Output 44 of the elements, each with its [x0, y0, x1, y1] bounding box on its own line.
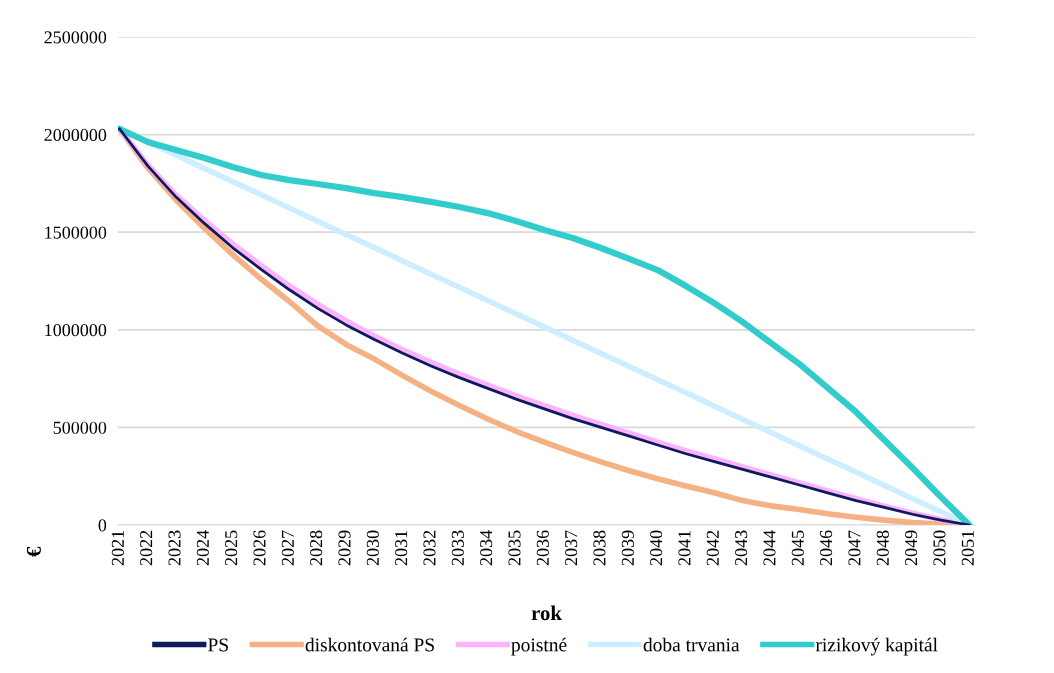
- x-tick-label: 2035: [508, 530, 521, 566]
- x-tick-label: 2025: [225, 530, 238, 566]
- x-tick-label: 2032: [423, 530, 436, 566]
- legend-label: diskontovaná PS: [305, 637, 434, 652]
- x-tick-label: 2042: [706, 530, 719, 566]
- x-tick-label: 2047: [848, 530, 861, 566]
- x-tick-label: 2040: [650, 530, 663, 566]
- x-tick-label: 2028: [310, 530, 323, 566]
- x-axis-title: rok: [531, 605, 562, 621]
- x-tick-label: 2045: [791, 530, 804, 566]
- legend-label: doba trvania: [643, 637, 740, 652]
- y-axis-title: €: [26, 546, 41, 557]
- x-tick-label: 2036: [536, 530, 549, 566]
- x-tick-label: 2043: [735, 530, 748, 566]
- x-tick-label: 2021: [111, 530, 124, 566]
- x-tick-label: 2044: [763, 530, 776, 566]
- x-tick-label: 2027: [281, 530, 294, 566]
- x-tick-label: 2050: [933, 530, 946, 566]
- x-tick-label: 2033: [451, 530, 464, 566]
- y-tick-label: 0: [98, 519, 107, 532]
- y-tick-label: 1500000: [45, 226, 107, 239]
- legend-label: rizikový kapitál: [815, 637, 938, 656]
- legend-label: poistné: [511, 637, 567, 656]
- x-tick-label: 2048: [876, 530, 889, 566]
- x-tick-label: 2049: [905, 530, 918, 566]
- y-tick-label: 1000000: [45, 324, 107, 337]
- x-tick-label: 2023: [168, 530, 181, 566]
- x-tick-label: 2034: [480, 530, 493, 566]
- y-tick-label: 2500000: [44, 31, 107, 44]
- y-tick-label: 2000000: [44, 128, 107, 142]
- x-tick-label: 2051: [961, 530, 974, 566]
- x-tick-label: 2037: [565, 530, 578, 566]
- x-tick-label: 2031: [395, 530, 408, 566]
- x-tick-label: 2046: [820, 530, 833, 566]
- legend-label: PS: [208, 638, 228, 652]
- x-tick-label: 2038: [593, 530, 606, 566]
- x-tick-label: 2022: [140, 530, 153, 566]
- x-tick-label: 2024: [196, 530, 209, 566]
- x-tick-label: 2039: [621, 530, 634, 566]
- x-tick-label: 2026: [253, 530, 266, 566]
- x-tick-label: 2041: [678, 530, 691, 566]
- x-tick-label: 2030: [366, 530, 379, 566]
- y-tick-label: 500000: [53, 421, 107, 434]
- x-tick-label: 2029: [338, 530, 351, 566]
